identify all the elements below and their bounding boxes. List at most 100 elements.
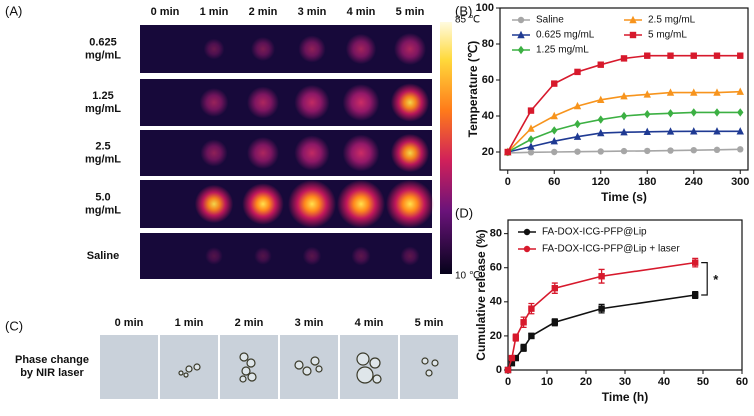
point xyxy=(512,334,519,341)
column-label: 0 min xyxy=(115,317,144,329)
point xyxy=(690,108,697,117)
legend-label: 1.25 mg/mL xyxy=(536,45,589,56)
point xyxy=(527,142,535,150)
y-tick-label: 60 xyxy=(482,74,494,86)
heat-spot xyxy=(200,139,228,167)
y-axis-label: Temperature (℃) xyxy=(466,41,480,138)
panel-label: (B) xyxy=(455,3,472,18)
panel-label: (C) xyxy=(5,318,23,333)
heat-spot xyxy=(390,83,430,122)
x-tick-label: 20 xyxy=(580,376,592,388)
point xyxy=(574,119,581,129)
point xyxy=(713,146,721,154)
significance-bracket xyxy=(701,262,708,296)
legend-marker xyxy=(517,30,525,39)
row-label: Saline xyxy=(87,250,119,262)
bubble xyxy=(315,365,323,373)
point xyxy=(713,127,721,135)
column-label: 5 min xyxy=(396,6,425,18)
point xyxy=(736,127,744,135)
point xyxy=(620,128,628,136)
column-label: 3 min xyxy=(295,317,324,329)
bubble xyxy=(241,366,251,376)
heat-spot xyxy=(247,137,279,169)
point xyxy=(644,110,651,119)
bubble xyxy=(239,352,249,362)
thermal-image xyxy=(140,79,432,126)
y-tick-label: 100 xyxy=(476,2,494,14)
heat-spot xyxy=(254,247,272,265)
legend-marker xyxy=(523,228,531,236)
point xyxy=(527,107,535,114)
colorbar-min: 10 ℃ xyxy=(455,271,480,282)
point xyxy=(736,87,744,95)
thermal-image xyxy=(140,233,432,279)
bubble xyxy=(421,357,429,365)
point xyxy=(551,126,558,135)
heat-spot xyxy=(302,246,322,266)
point xyxy=(690,52,697,59)
heat-spot xyxy=(400,246,420,266)
column-label: 0 min xyxy=(151,6,180,18)
point xyxy=(504,366,512,374)
bubble xyxy=(302,366,312,376)
point xyxy=(643,127,651,136)
point xyxy=(690,147,697,154)
column-label: 4 min xyxy=(347,6,376,18)
micrograph xyxy=(400,335,458,399)
point xyxy=(667,147,674,154)
point xyxy=(551,284,558,292)
heat-spot xyxy=(199,88,229,117)
x-tick-label: 10 xyxy=(541,376,553,388)
column-label: 1 min xyxy=(175,317,204,329)
point xyxy=(666,88,675,96)
row-label: mg/mL xyxy=(85,204,121,216)
x-tick-label: 180 xyxy=(638,176,656,188)
point xyxy=(508,354,516,362)
panel-label: (A) xyxy=(5,3,22,18)
y-tick-label: 40 xyxy=(490,296,502,308)
point xyxy=(573,132,582,140)
point xyxy=(713,88,721,96)
heat-spot xyxy=(205,247,223,265)
x-tick-label: 0 xyxy=(505,176,511,188)
heat-spot xyxy=(251,37,275,61)
x-axis-label: Time (h) xyxy=(602,390,648,404)
point xyxy=(644,52,651,59)
row-label: 0.625 xyxy=(89,36,117,48)
x-tick-label: 300 xyxy=(731,176,749,188)
column-label: 2 min xyxy=(249,6,278,18)
bubble xyxy=(372,374,382,384)
bubble xyxy=(193,363,201,371)
point xyxy=(508,359,516,367)
x-tick-label: 240 xyxy=(685,176,703,188)
point xyxy=(643,90,651,98)
point xyxy=(512,354,519,362)
legend-marker xyxy=(629,31,637,39)
y-tick-label: 0 xyxy=(496,364,502,376)
point xyxy=(690,127,698,135)
y-tick-label: 80 xyxy=(490,228,502,240)
x-tick-label: 50 xyxy=(697,376,709,388)
x-tick-label: 60 xyxy=(736,376,748,388)
heat-spot xyxy=(342,134,380,172)
point xyxy=(737,52,744,59)
heat-spot xyxy=(288,180,336,228)
x-tick-label: 60 xyxy=(548,176,560,188)
micrograph xyxy=(340,335,398,399)
heat-spot xyxy=(298,35,326,63)
legend-marker xyxy=(523,245,531,253)
y-axis-label: Cumulative release (%) xyxy=(474,229,488,360)
point xyxy=(667,52,674,59)
heat-spot xyxy=(342,84,380,121)
x-tick-label: 0 xyxy=(505,376,511,388)
point xyxy=(713,108,721,117)
x-tick-label: 40 xyxy=(658,376,670,388)
y-tick-label: 20 xyxy=(482,146,494,158)
bubble xyxy=(294,360,304,370)
legend-marker xyxy=(517,45,525,55)
y-tick-label: 20 xyxy=(490,330,502,342)
point xyxy=(598,273,605,280)
point xyxy=(551,319,558,326)
legend-label: 5 mg/mL xyxy=(648,30,687,41)
